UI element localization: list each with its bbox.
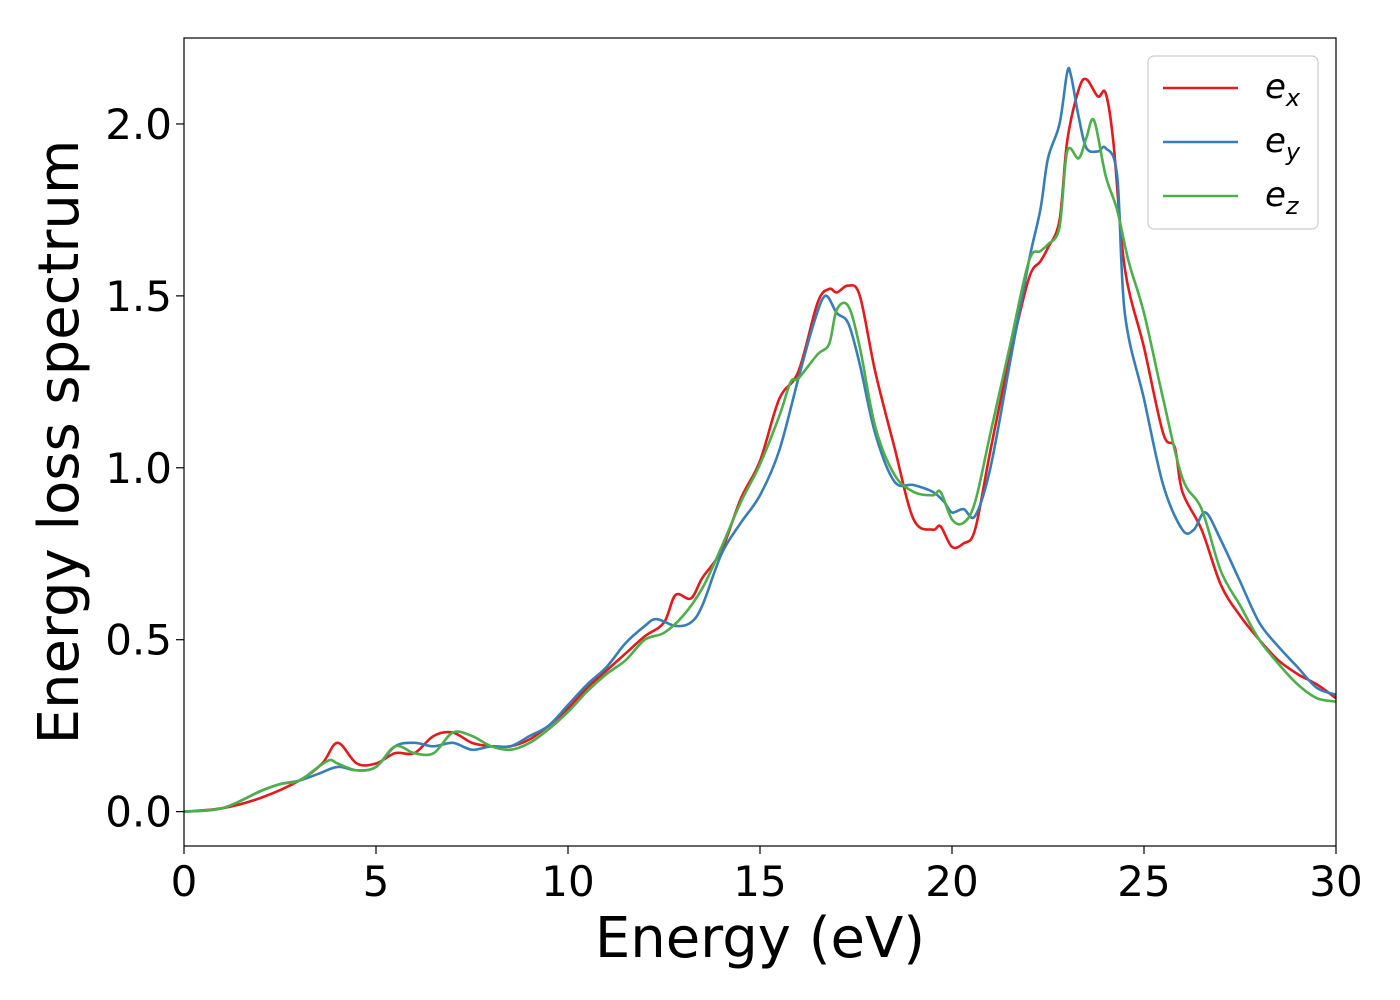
y-tick-label: 0.5 (105, 616, 172, 665)
series-layer (184, 66, 1336, 813)
legend-label-x: ex (1265, 67, 1301, 112)
legend-label-y: ey (1265, 121, 1301, 166)
y-tick-label: 2.0 (105, 100, 172, 149)
x-tick-label: 15 (733, 857, 786, 906)
series-line-x (184, 77, 1336, 813)
y-tick-label: 1.0 (105, 444, 172, 493)
y-axis-title: Energy loss spectrum (27, 140, 92, 745)
legend-label-z: ez (1265, 175, 1300, 220)
x-tick-label: 5 (363, 857, 390, 906)
x-tick-label: 25 (1117, 857, 1170, 906)
ticks-layer: 0 5 10 15 20 25 30 0.0 0.5 1.0 1.5 2.0 (105, 100, 1363, 906)
series-line-y (184, 66, 1336, 813)
legend: ex ey ez (1147, 55, 1319, 230)
x-tick-label: 0 (171, 857, 198, 906)
x-tick-label: 20 (925, 857, 978, 906)
x-tick-label: 30 (1309, 857, 1362, 906)
y-tick-label: 1.5 (105, 272, 172, 321)
y-tick-label: 0.0 (105, 788, 172, 837)
x-axis-title: Energy (eV) (595, 906, 925, 971)
series-line-z (184, 117, 1336, 813)
x-tick-label: 10 (541, 857, 594, 906)
